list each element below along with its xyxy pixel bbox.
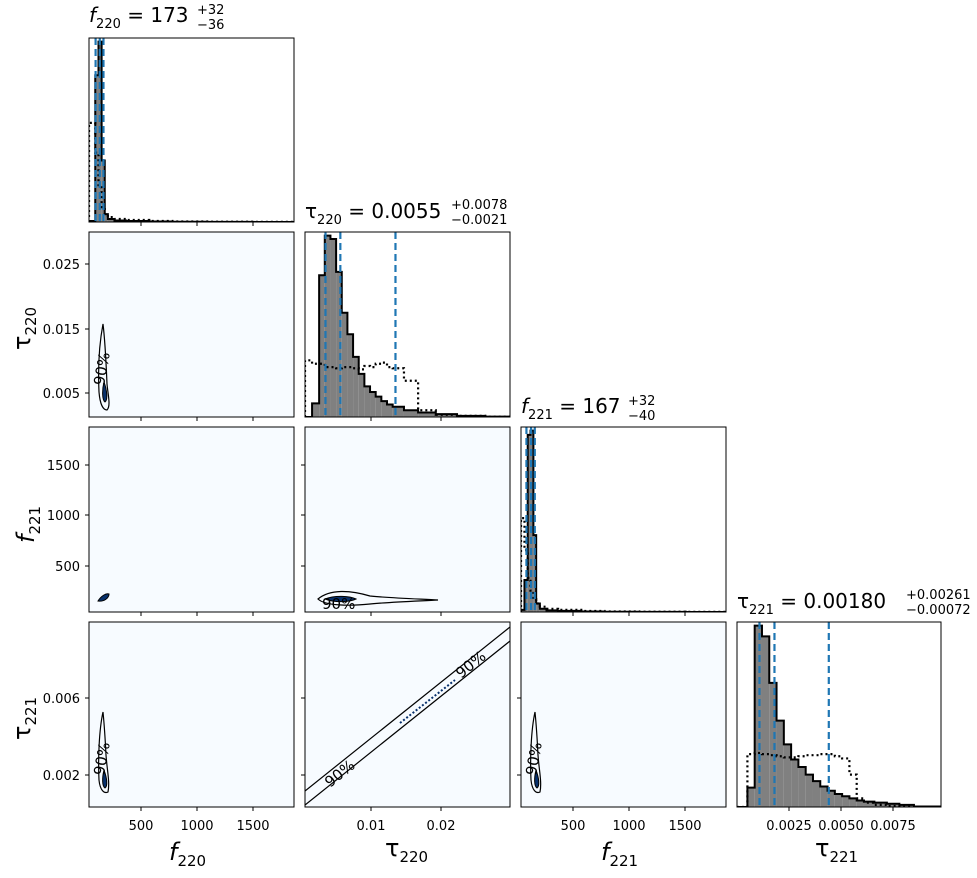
posterior-bar <box>784 744 791 807</box>
density-background <box>521 622 726 807</box>
svg-text:0.015: 0.015 <box>43 323 80 338</box>
histogram-tau221 <box>737 622 941 807</box>
svg-text:0.002: 0.002 <box>43 769 80 784</box>
svg-text:0.006: 0.006 <box>43 692 80 707</box>
yticks-f221: 1500 1000 500 <box>47 459 80 575</box>
panel-tau220-vs-f220 <box>89 232 294 417</box>
xlabel-tau221: τ221 <box>815 834 858 866</box>
ylabel-tau220: τ220 <box>8 307 40 350</box>
posterior-bar <box>791 759 798 807</box>
xlabel-f220: f220 <box>169 838 206 870</box>
title-f220: f220 = 173 +32 −36 <box>89 3 224 33</box>
title-tau220: τ220 = 0.0055 +0.0078 −0.0021 <box>305 198 507 228</box>
density-background <box>89 427 294 612</box>
frame-f221 <box>521 427 726 612</box>
svg-text:0.0050: 0.0050 <box>818 819 864 834</box>
svg-text:τ220 = 0.0055: τ220 = 0.0055 <box>305 199 441 228</box>
svg-text:500: 500 <box>561 819 586 834</box>
histogram-f220 <box>89 38 294 222</box>
svg-text:0.01: 0.01 <box>357 819 386 834</box>
svg-text:0.02: 0.02 <box>427 819 456 834</box>
posterior-bar <box>762 636 769 807</box>
svg-text:500: 500 <box>55 560 80 575</box>
panel-tau221-vs-f220 <box>89 622 294 807</box>
posterior-bar <box>755 626 762 807</box>
xlabel-f221: f221 <box>601 838 638 870</box>
svg-text:−0.0021: −0.0021 <box>451 213 507 228</box>
xticks-f221: 500 1000 1500 <box>561 819 702 834</box>
contour-label-f221-tau220: 90% <box>322 595 355 613</box>
prior-step <box>89 123 294 222</box>
svg-text:−36: −36 <box>197 18 224 33</box>
posterior-bar <box>312 403 319 417</box>
histogram-tau220 <box>305 232 510 417</box>
density-background <box>89 622 294 807</box>
density-background <box>89 232 294 417</box>
title-f221: f221 = 167 +32 −40 <box>521 394 655 424</box>
posterior-bar <box>849 798 856 807</box>
svg-text:0.005: 0.005 <box>43 387 80 402</box>
panel-tau221-vs-f221 <box>521 622 726 807</box>
xlabel-tau220: τ220 <box>385 834 428 866</box>
posterior-bar <box>842 796 849 807</box>
svg-text:f221 = 167: f221 = 167 <box>521 394 621 423</box>
svg-text:0.0075: 0.0075 <box>870 819 916 834</box>
posterior-bar <box>806 775 813 807</box>
posterior-step <box>89 42 294 222</box>
posterior-bar <box>835 794 842 807</box>
posterior-bar <box>777 721 784 807</box>
panel-f221-vs-tau220 <box>305 427 510 612</box>
prior-step <box>521 518 726 612</box>
posterior-bar <box>404 410 418 417</box>
svg-text:0.0025: 0.0025 <box>766 819 812 834</box>
xticks-f220: 500 1000 1500 <box>129 819 270 834</box>
svg-text:−0.00072: −0.00072 <box>906 603 971 618</box>
svg-text:1000: 1000 <box>47 509 80 524</box>
yticks-tau221: 0.006 0.002 <box>43 692 80 784</box>
svg-text:500: 500 <box>129 819 154 834</box>
posterior-bar <box>798 767 805 807</box>
svg-text:f220 = 173: f220 = 173 <box>89 3 189 32</box>
posterior-bar <box>820 786 827 807</box>
panel-f221-vs-f220 <box>89 427 294 612</box>
posterior-bar <box>813 781 820 807</box>
density-background <box>305 427 510 612</box>
svg-text:+32: +32 <box>628 394 655 409</box>
svg-text:1500: 1500 <box>236 819 269 834</box>
xticks-tau220: 0.01 0.02 <box>357 819 456 834</box>
svg-text:1000: 1000 <box>612 819 645 834</box>
svg-text:τ221 = 0.00180: τ221 = 0.00180 <box>737 589 886 618</box>
yticks-tau220: 0.025 0.015 0.005 <box>43 258 80 402</box>
svg-text:+0.0078: +0.0078 <box>451 198 507 213</box>
svg-text:1500: 1500 <box>47 459 80 474</box>
svg-text:1500: 1500 <box>668 819 701 834</box>
frame-f220 <box>89 38 294 222</box>
posterior-bar <box>393 407 404 417</box>
xticks-tau221: 0.0025 0.0050 0.0075 <box>766 819 916 834</box>
ylabel-tau221: τ221 <box>8 697 40 740</box>
histogram-f221 <box>521 427 726 612</box>
svg-text:+0.00261: +0.00261 <box>906 588 971 603</box>
posterior-step <box>521 431 726 612</box>
title-tau221: τ221 = 0.00180 +0.00261 −0.00072 <box>737 588 971 618</box>
svg-text:1000: 1000 <box>180 819 213 834</box>
ylabel-f221: f221 <box>12 506 44 543</box>
svg-text:−40: −40 <box>628 409 655 424</box>
svg-text:0.025: 0.025 <box>43 258 80 273</box>
svg-text:+32: +32 <box>197 3 224 18</box>
